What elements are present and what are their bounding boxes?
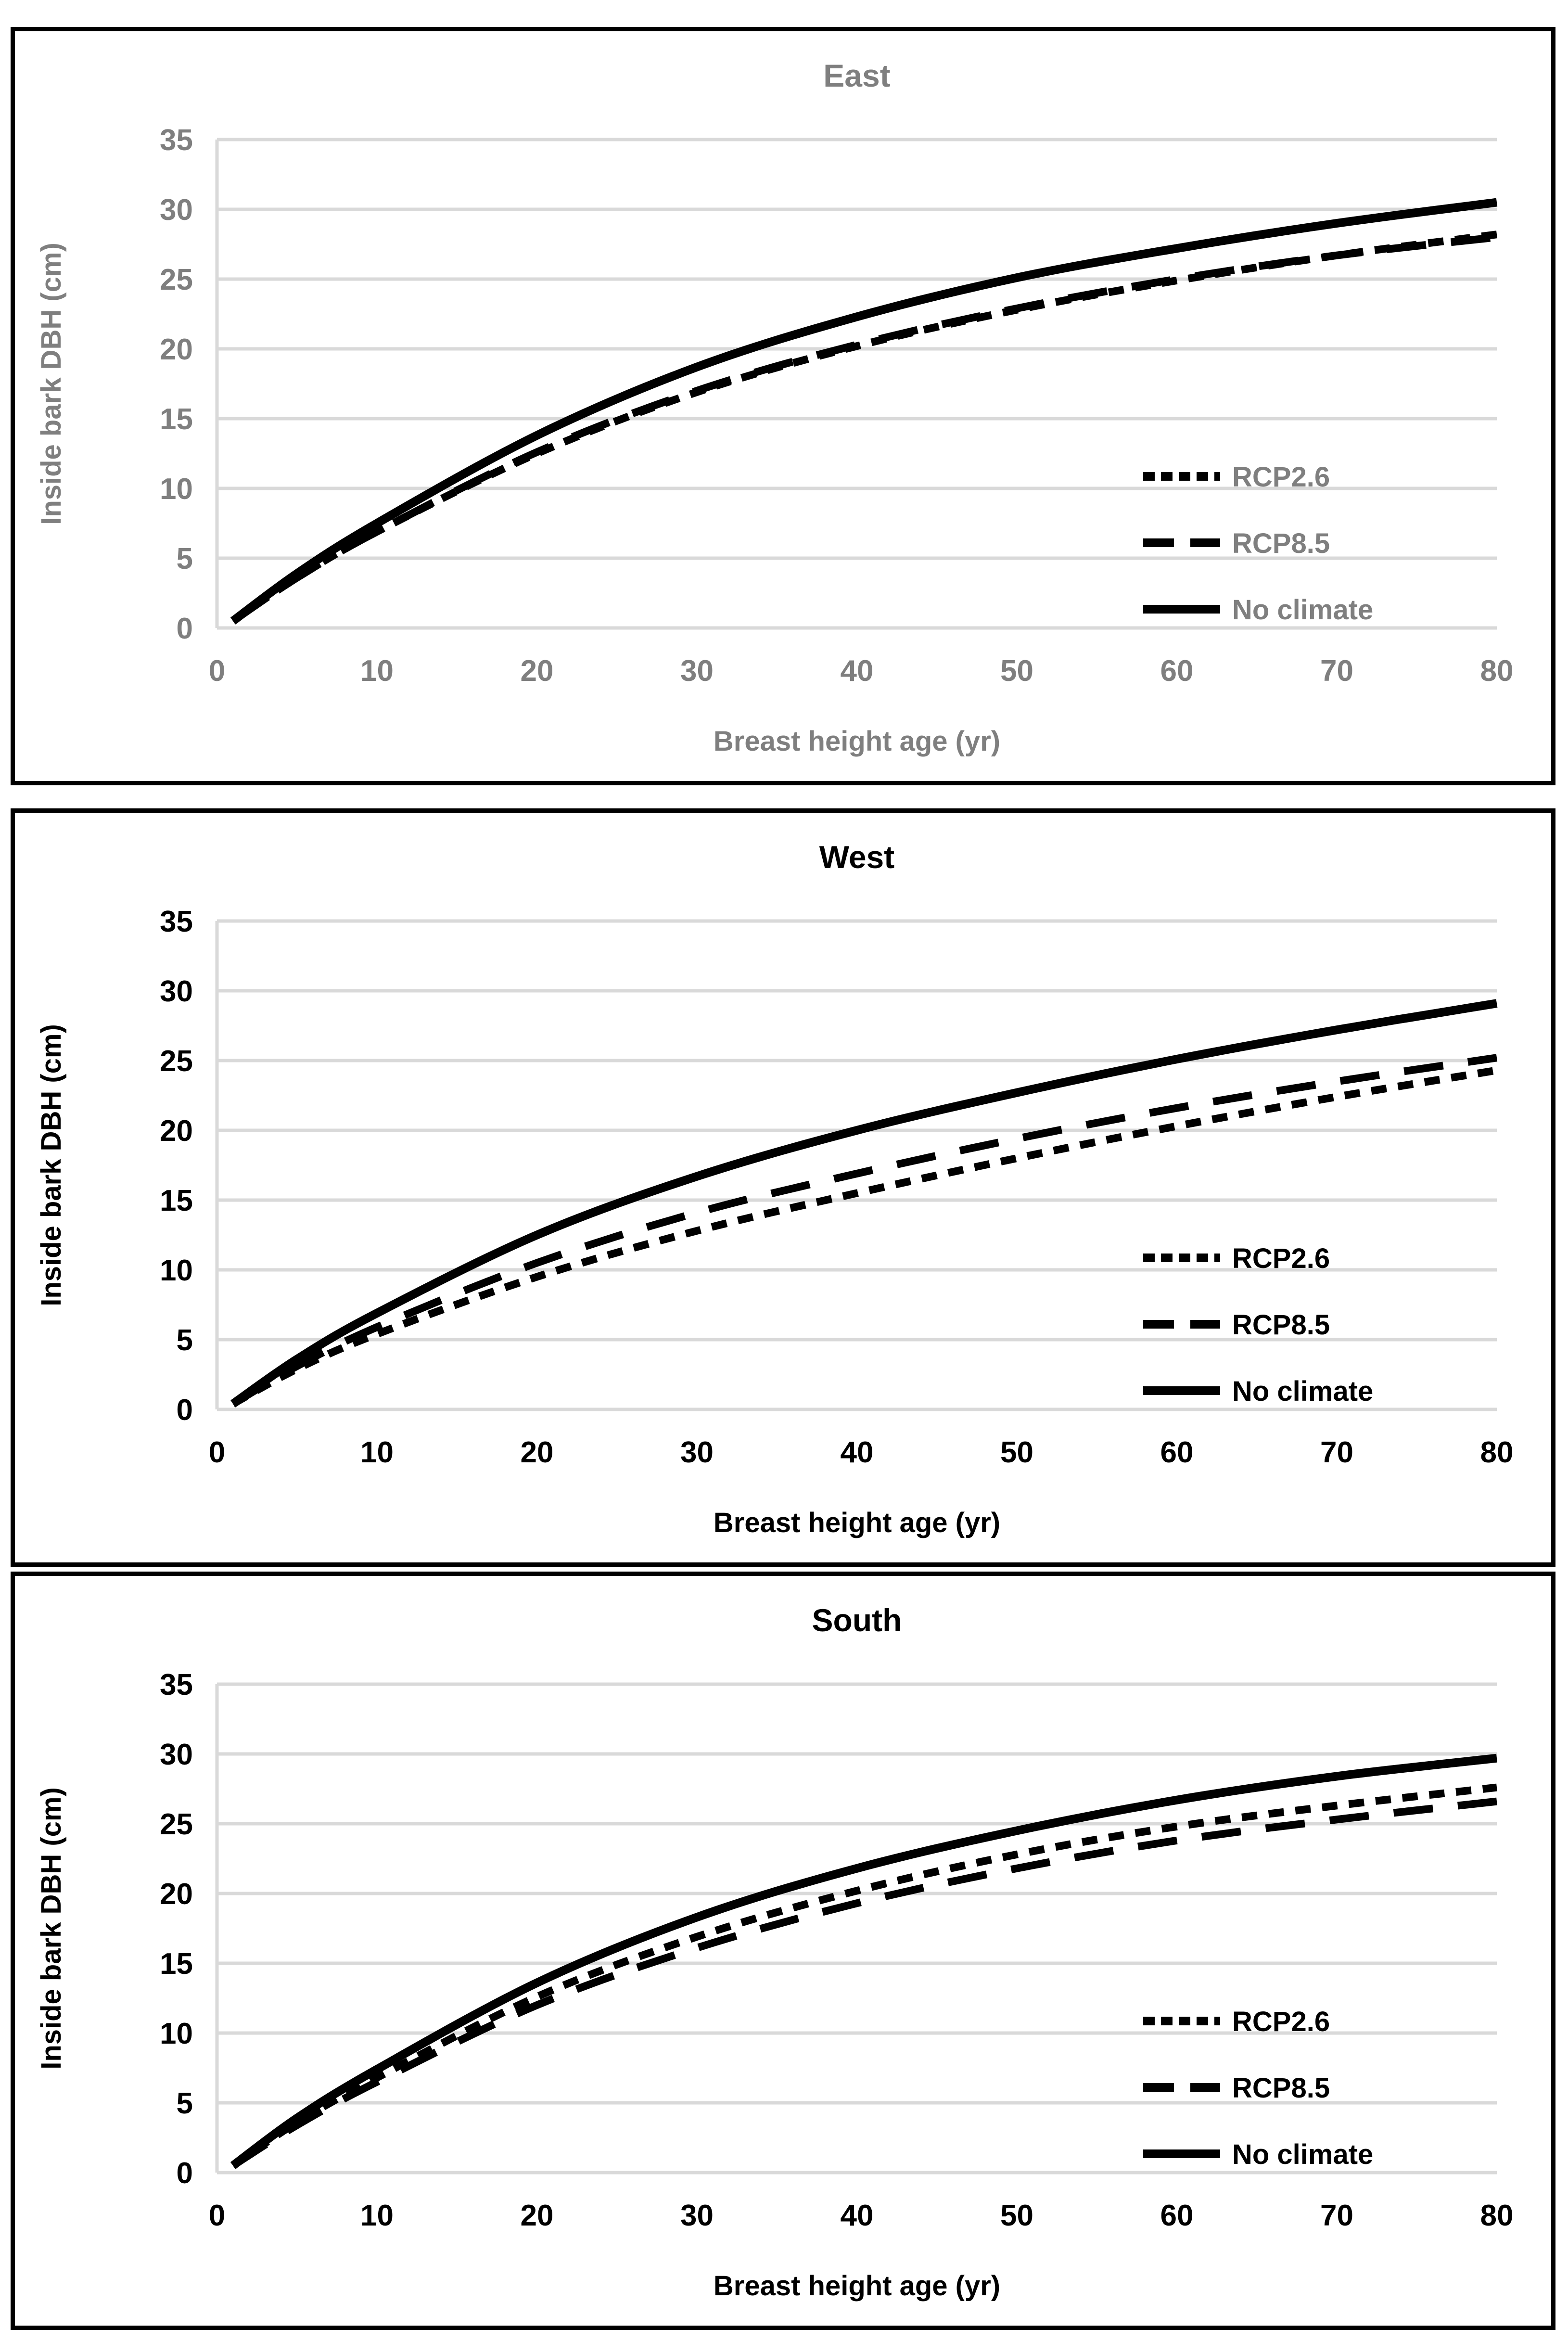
x-tick-label: 10 <box>360 1436 394 1469</box>
series-line-rcp26 <box>230 230 1498 625</box>
x-tick-label: 50 <box>1000 654 1033 688</box>
x-tick-label: 40 <box>841 1436 874 1469</box>
x-tick-label: 10 <box>360 654 394 688</box>
west-chart: West 0 5 10 15 20 25 30 35 0 10 20 30 40 50 60 70 80 Breas… <box>36 839 1514 1538</box>
y-tick-label: 5 <box>177 2087 193 2120</box>
y-tick-label: 10 <box>160 473 193 506</box>
x-tick-label: 40 <box>841 654 874 688</box>
chart-title: East <box>823 58 890 93</box>
series-line-noclimate <box>230 999 1498 1407</box>
y-axis-label: Inside bark DBH (cm) <box>36 1024 67 1306</box>
y-tick-label: 15 <box>160 1947 193 1981</box>
y-tick-label: 25 <box>160 1045 193 1078</box>
south-chart: South 0 5 10 15 20 25 30 35 0 10 20 30 40 50 60 70 80 Brea… <box>36 1602 1514 2302</box>
x-tick-label: 60 <box>1160 654 1194 688</box>
y-tick-label: 0 <box>177 612 193 645</box>
x-axis-label: Breast height age (yr) <box>714 2270 1000 2302</box>
legend-label: No climate <box>1232 2139 1373 2170</box>
y-tick-label: 30 <box>160 975 193 1008</box>
y-tick-label: 0 <box>177 1394 193 1427</box>
x-tick-label: 80 <box>1480 654 1514 688</box>
series-line-rcp85 <box>230 1797 1497 2169</box>
panel-south: South 0 5 10 15 20 25 30 35 0 10 20 30 40 50 60 70 80 Brea… <box>11 1572 1555 2330</box>
x-tick-label: 70 <box>1320 654 1353 688</box>
x-tick-label: 10 <box>360 2199 394 2232</box>
x-tick-label: 0 <box>209 2199 225 2232</box>
x-tick-label: 40 <box>841 2199 874 2232</box>
x-tick-label: 0 <box>209 654 225 688</box>
legend-label: RCP2.6 <box>1232 1243 1330 1274</box>
x-tick-label: 30 <box>680 654 714 688</box>
x-tick-label: 80 <box>1480 1436 1514 1469</box>
y-tick-label: 5 <box>177 542 193 576</box>
y-tick-label: 20 <box>160 1878 193 1911</box>
x-tick-label: 20 <box>521 2199 554 2232</box>
chart-title: South <box>812 1602 902 1638</box>
y-tick-label: 5 <box>177 1324 193 1357</box>
x-tick-label: 70 <box>1320 1436 1353 1469</box>
panel-west: West 0 5 10 15 20 25 30 35 0 10 20 30 40 50 60 70 80 Breas… <box>11 808 1555 1567</box>
series-line-rcp26 <box>231 1066 1498 1407</box>
y-tick-label: 35 <box>160 124 193 157</box>
series-line-noclimate <box>230 198 1498 625</box>
x-tick-label: 30 <box>680 2199 714 2232</box>
x-axis-label: Breast height age (yr) <box>714 1507 1000 1538</box>
y-tick-label: 10 <box>160 2017 193 2050</box>
y-axis-label: Inside bark DBH (cm) <box>36 243 67 525</box>
x-tick-label: 60 <box>1160 1436 1194 1469</box>
x-tick-label: 20 <box>521 654 554 688</box>
y-tick-label: 25 <box>160 1808 193 1841</box>
legend-label: RCP2.6 <box>1232 2006 1330 2037</box>
legend-label: RCP8.5 <box>1232 1309 1330 1341</box>
y-tick-label: 15 <box>160 1184 193 1217</box>
chart-title: West <box>819 839 895 875</box>
y-tick-label: 15 <box>160 403 193 436</box>
x-tick-label: 50 <box>1000 2199 1033 2232</box>
panel-east: East 0 5 10 15 20 25 30 35 0 10 20 30 40 50 60 70 80 Breas… <box>11 27 1555 785</box>
x-axis-label: Breast height age (yr) <box>714 726 1000 757</box>
legend-label: RCP8.5 <box>1232 528 1330 559</box>
legend-label: RCP2.6 <box>1232 461 1330 493</box>
legend-label: RCP8.5 <box>1232 2072 1330 2104</box>
y-tick-label: 30 <box>160 1738 193 1771</box>
series-line-rcp26 <box>230 1783 1497 2169</box>
x-tick-label: 70 <box>1320 2199 1353 2232</box>
series-line-noclimate <box>230 1753 1498 2169</box>
y-tick-label: 25 <box>160 263 193 296</box>
y-tick-label: 10 <box>160 1254 193 1287</box>
y-tick-label: 30 <box>160 193 193 227</box>
x-tick-label: 50 <box>1000 1436 1033 1469</box>
y-tick-label: 0 <box>177 2157 193 2190</box>
x-tick-label: 0 <box>209 1436 225 1469</box>
y-axis-label: Inside bark DBH (cm) <box>36 1787 67 2070</box>
y-tick-label: 20 <box>160 333 193 366</box>
x-tick-label: 20 <box>521 1436 554 1469</box>
legend-label: No climate <box>1232 1376 1373 1407</box>
legend-label: No climate <box>1232 594 1373 626</box>
x-tick-label: 30 <box>680 1436 714 1469</box>
y-tick-label: 35 <box>160 905 193 938</box>
series-line-rcp85 <box>230 233 1497 625</box>
y-tick-label: 20 <box>160 1114 193 1148</box>
series-line-rcp85 <box>231 1054 1498 1407</box>
x-tick-label: 80 <box>1480 2199 1514 2232</box>
east-chart: East 0 5 10 15 20 25 30 35 0 10 20 30 40 50 60 70 80 Breas… <box>36 58 1514 757</box>
x-tick-label: 60 <box>1160 2199 1194 2232</box>
y-tick-label: 35 <box>160 1668 193 1701</box>
